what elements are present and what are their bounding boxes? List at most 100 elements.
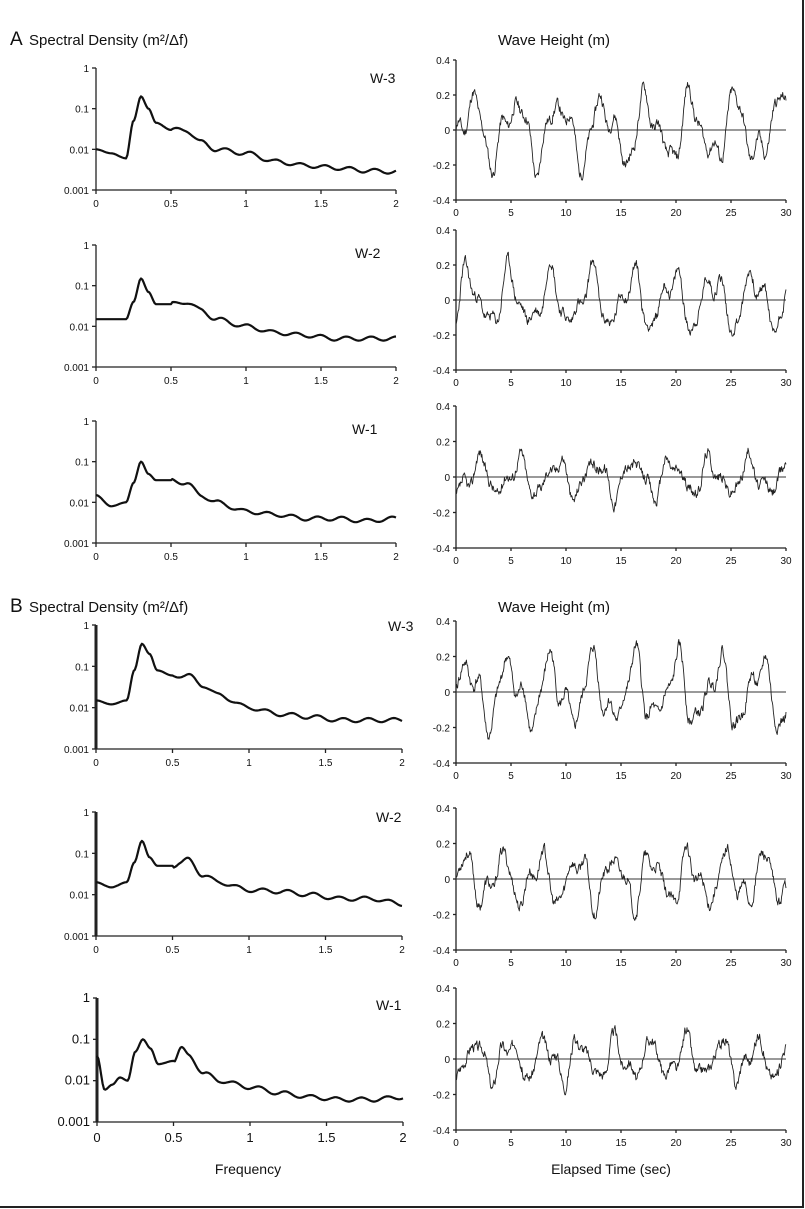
y-tick-label: 0.001 xyxy=(64,932,89,943)
y-tick-label: -0.2 xyxy=(433,911,451,922)
x-tick-label: 5 xyxy=(508,1138,514,1149)
y-tick-label: 0.4 xyxy=(436,56,450,67)
y-tick-label: 0.4 xyxy=(436,226,450,237)
x-tick-label: 0.5 xyxy=(164,199,178,210)
x-tick-label: 10 xyxy=(560,556,572,567)
y-tick-label: 0.001 xyxy=(64,186,89,197)
x-tick-label: 1 xyxy=(246,945,252,956)
y-tick-label: 0.01 xyxy=(65,1073,90,1088)
section-letter-a: A xyxy=(10,29,23,50)
y-tick-label: 1 xyxy=(83,621,89,632)
wave-panel-A-W1-wave: 0.40.20-0.2-0.40 5 10 15 20 25 30 xyxy=(433,402,792,567)
section-a-spectral-title: Spectral Density (m²/Δf) xyxy=(29,32,188,49)
station-label: W-1 xyxy=(352,421,378,437)
wave-trace xyxy=(455,251,787,337)
spectral-panel-A-W3-spec: 1 0.1 0.01 0.001 0 0.5 1 1.5 2 W-3 xyxy=(64,64,399,210)
x-tick-label: 1.5 xyxy=(314,552,328,563)
wave-trace xyxy=(455,81,787,181)
x-tick-label: 0 xyxy=(93,758,99,769)
wave-panel-B-W3-wave: 0.40.20-0.2-0.40 5 10 15 20 25 30 xyxy=(433,617,792,782)
y-tick-label: 0.001 xyxy=(57,1114,90,1129)
wave-trace xyxy=(455,447,787,513)
spectral-curve xyxy=(95,460,397,524)
x-tick-label: 20 xyxy=(670,958,682,969)
x-tick-label: 2 xyxy=(399,945,405,956)
x-tick-label: 25 xyxy=(725,208,737,219)
y-tick-label: 0.4 xyxy=(436,804,450,815)
section-b-wave-title: Wave Height (m) xyxy=(498,599,610,616)
y-tick-label: -0.2 xyxy=(433,331,451,342)
x-tick-label: 5 xyxy=(508,771,514,782)
y-tick-label: 1 xyxy=(83,808,89,819)
spectral-panel-B-W2-spec: 1 0.1 0.01 0.001 0 0.5 1 1.5 2 W-2 xyxy=(64,808,405,956)
x-tick-label: 1 xyxy=(243,199,249,210)
wave-panel-B-W2-wave: 0.40.20-0.2-0.40 5 10 15 20 25 30 xyxy=(433,804,792,969)
section-a-wave-title: Wave Height (m) xyxy=(498,32,610,49)
x-tick-label: 1 xyxy=(243,376,249,387)
y-tick-label: 0.4 xyxy=(436,984,450,995)
y-tick-label: 0.2 xyxy=(436,91,450,102)
x-tick-label: 0 xyxy=(453,378,459,389)
station-label: W-2 xyxy=(376,809,402,825)
x-tick-label: 1.5 xyxy=(319,945,333,956)
x-tick-label: 30 xyxy=(780,208,792,219)
x-tick-label: 5 xyxy=(508,378,514,389)
x-tick-label: 30 xyxy=(780,1138,792,1149)
x-tick-label: 30 xyxy=(780,958,792,969)
x-tick-label: 1.5 xyxy=(314,376,328,387)
x-tick-label: 1 xyxy=(246,1130,253,1145)
x-tick-label: 25 xyxy=(725,378,737,389)
x-tick-label: 1.5 xyxy=(317,1130,335,1145)
x-tick-label: 0 xyxy=(453,958,459,969)
wave-panel-B-W1-wave: 0.40.20-0.2-0.40 5 10 15 20 25 30 xyxy=(433,984,792,1149)
wave-trace xyxy=(455,842,787,921)
x-tick-label: 15 xyxy=(615,208,627,219)
x-tick-label: 1.5 xyxy=(314,199,328,210)
y-tick-label: 0.4 xyxy=(436,402,450,413)
y-tick-label: 0.1 xyxy=(75,105,89,116)
time-axis-title: Elapsed Time (sec) xyxy=(551,1161,671,1177)
x-tick-label: 25 xyxy=(725,1138,737,1149)
y-tick-label: 0.2 xyxy=(436,1020,450,1031)
y-tick-label: -0.2 xyxy=(433,161,451,172)
x-tick-label: 5 xyxy=(508,556,514,567)
y-tick-label: 0.01 xyxy=(70,704,90,715)
spectral-panel-A-W1-spec: 1 0.1 0.01 0.001 0 0.5 1 1.5 2 W-1 xyxy=(64,417,399,563)
station-label: W-3 xyxy=(388,618,414,634)
x-tick-label: 30 xyxy=(780,556,792,567)
x-tick-label: 10 xyxy=(560,771,572,782)
x-tick-label: 10 xyxy=(560,378,572,389)
spectral-curve xyxy=(96,277,397,342)
y-tick-label: -0.4 xyxy=(433,759,451,770)
x-tick-label: 0.5 xyxy=(166,758,180,769)
x-tick-label: 15 xyxy=(615,556,627,567)
y-tick-label: -0.4 xyxy=(433,196,451,207)
section-b-spectral-title: Spectral Density (m²/Δf) xyxy=(29,599,188,616)
x-tick-label: 25 xyxy=(725,556,737,567)
station-label: W-1 xyxy=(376,997,402,1013)
y-tick-label: 0.1 xyxy=(75,282,89,293)
x-tick-label: 1.5 xyxy=(319,758,333,769)
wave-panel-A-W2-wave: 0.40.20-0.2-0.40 5 10 15 20 25 30 xyxy=(433,226,792,389)
y-tick-label: 0 xyxy=(444,688,450,699)
y-tick-label: -0.4 xyxy=(433,946,451,957)
x-tick-label: 0 xyxy=(93,376,99,387)
x-tick-label: 2 xyxy=(393,376,399,387)
y-tick-label: 0.001 xyxy=(64,745,89,756)
y-tick-label: 0.01 xyxy=(70,498,90,509)
y-tick-label: 0.1 xyxy=(75,849,89,860)
x-tick-label: 10 xyxy=(560,1138,572,1149)
x-tick-label: 2 xyxy=(399,1130,406,1145)
y-tick-label: 0.4 xyxy=(436,617,450,628)
y-tick-label: -0.2 xyxy=(433,724,451,735)
x-tick-label: 15 xyxy=(615,958,627,969)
station-label: W-3 xyxy=(370,70,396,86)
x-tick-label: 0 xyxy=(453,771,459,782)
y-tick-label: -0.4 xyxy=(433,1126,451,1137)
y-tick-label: 0.2 xyxy=(436,653,450,664)
y-tick-label: 0.2 xyxy=(436,261,450,272)
y-tick-label: 0 xyxy=(444,296,450,307)
x-tick-label: 0 xyxy=(453,1138,459,1149)
spectral-curve xyxy=(95,839,403,907)
